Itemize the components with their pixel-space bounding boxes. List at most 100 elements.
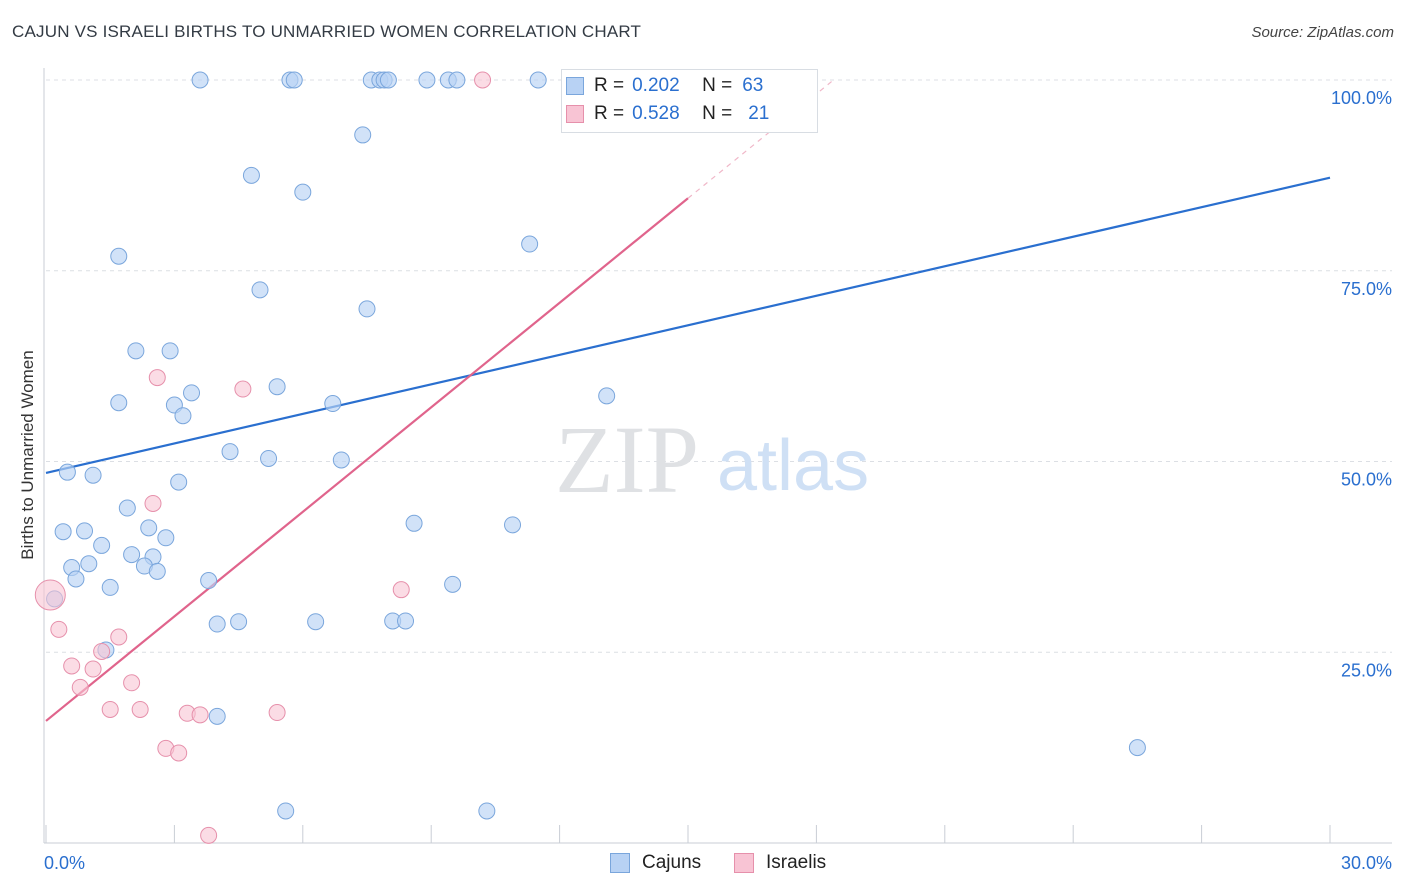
- data-points: [34, 71, 1146, 844]
- point-israeli: [131, 700, 149, 718]
- chart-title: CAJUN VS ISRAELI BIRTHS TO UNMARRIED WOM…: [12, 22, 642, 41]
- point-cajun: [118, 499, 136, 517]
- stats-legend: R = 0.202 N = 63 R = 0.528 N = 21: [561, 69, 818, 133]
- point-cajun: [58, 463, 76, 481]
- grid-lines: [46, 79, 1392, 653]
- legend-r-value-cajuns: 0.202: [632, 75, 680, 96]
- legend-item-israelis[interactable]: Israelis: [734, 852, 826, 874]
- point-israeli: [191, 706, 209, 724]
- point-cajun: [221, 443, 239, 461]
- point-cajun: [418, 71, 436, 89]
- point-cajun: [101, 578, 119, 596]
- point-cajun: [268, 378, 286, 396]
- legend-row-israelis: R = 0.528 N = 21: [566, 102, 770, 126]
- point-cajun: [504, 516, 522, 534]
- legend-swatch-israelis: [734, 853, 754, 873]
- legend-swatch-israelis: [566, 105, 584, 123]
- point-cajun: [598, 387, 616, 405]
- trend-lines: [45, 79, 1331, 722]
- point-cajun: [324, 395, 342, 413]
- y-tick-label: 75.0%: [1341, 279, 1392, 299]
- point-israeli: [71, 678, 89, 696]
- point-cajun: [127, 342, 145, 360]
- legend-label-cajuns: Cajuns: [642, 852, 702, 873]
- point-cajun: [332, 451, 350, 469]
- point-israeli: [63, 657, 81, 675]
- point-israeli: [101, 700, 119, 718]
- point-cajun: [294, 183, 312, 201]
- legend-label-israelis: Israelis: [766, 852, 827, 873]
- point-cajun: [405, 514, 423, 532]
- point-cajun: [358, 300, 376, 318]
- point-cajun: [93, 536, 111, 554]
- x-tick-label-max: 30.0%: [1341, 853, 1392, 873]
- y-tick-label: 50.0%: [1341, 470, 1392, 490]
- point-israeli: [474, 71, 492, 89]
- point-cajun: [140, 519, 158, 537]
- trend-line-cajuns: [45, 176, 1331, 475]
- x-tick-label-min: 0.0%: [44, 853, 85, 873]
- point-israeli: [34, 579, 66, 611]
- tick-labels: 25.0% 50.0% 75.0% 100.0% 0.0% 30.0%: [44, 88, 1392, 873]
- point-cajun: [161, 342, 179, 360]
- point-cajun: [208, 707, 226, 725]
- point-cajun: [307, 613, 325, 631]
- point-israeli: [50, 620, 68, 638]
- point-cajun: [80, 555, 98, 573]
- legend-r-label: R =: [594, 75, 625, 96]
- legend-swatch-cajuns: [610, 853, 630, 873]
- point-cajun: [448, 71, 466, 89]
- legend-n-label: N =: [702, 103, 733, 124]
- point-cajun: [170, 473, 188, 491]
- point-cajun: [110, 394, 128, 412]
- point-israeli: [268, 704, 286, 722]
- trend-line-israelis-extrapolated: [687, 79, 834, 199]
- point-israeli: [144, 494, 162, 512]
- point-israeli: [84, 660, 102, 678]
- point-cajun: [208, 615, 226, 633]
- watermark-zip: ZIP: [555, 406, 699, 513]
- point-cajun: [230, 613, 248, 631]
- point-cajun: [242, 166, 260, 184]
- point-cajun: [277, 802, 295, 820]
- point-israeli: [170, 744, 188, 762]
- point-israeli: [93, 642, 111, 660]
- point-cajun: [76, 522, 94, 540]
- point-cajun: [1128, 739, 1146, 757]
- point-cajun: [54, 523, 72, 541]
- point-cajun: [84, 466, 102, 484]
- legend-r-value-israelis: 0.528: [632, 103, 680, 124]
- legend-row-cajuns: R = 0.202 N = 63: [566, 74, 764, 98]
- point-cajun: [191, 71, 209, 89]
- legend-n-value-israelis: 21: [748, 103, 770, 124]
- point-cajun: [174, 407, 192, 425]
- point-cajun: [444, 575, 462, 593]
- point-cajun: [379, 71, 397, 89]
- axes: [43, 68, 1392, 844]
- point-cajun: [397, 612, 415, 630]
- point-israeli: [110, 628, 128, 646]
- legend-swatch-cajuns: [566, 77, 584, 95]
- point-cajun: [478, 802, 496, 820]
- watermark-atlas: atlas: [717, 426, 869, 506]
- point-cajun: [354, 126, 372, 144]
- point-cajun: [200, 572, 218, 590]
- legend-n-value-cajuns: 63: [742, 75, 764, 96]
- legend-item-cajuns[interactable]: Cajuns: [610, 852, 701, 874]
- point-cajun: [183, 384, 201, 402]
- point-cajun: [251, 281, 269, 299]
- point-cajun: [285, 71, 303, 89]
- y-axis-label: Births to Unmarried Women: [18, 350, 37, 560]
- legend-r-label: R =: [594, 103, 625, 124]
- point-cajun: [148, 562, 166, 580]
- point-israeli: [392, 581, 410, 599]
- point-israeli: [234, 380, 252, 398]
- point-cajun: [157, 529, 175, 547]
- point-cajun: [260, 449, 278, 467]
- source-credit: Source: ZipAtlas.com: [1251, 24, 1394, 41]
- point-cajun: [529, 71, 547, 89]
- trend-line-israelis: [45, 197, 689, 722]
- point-cajun: [110, 247, 128, 265]
- point-cajun: [521, 235, 539, 253]
